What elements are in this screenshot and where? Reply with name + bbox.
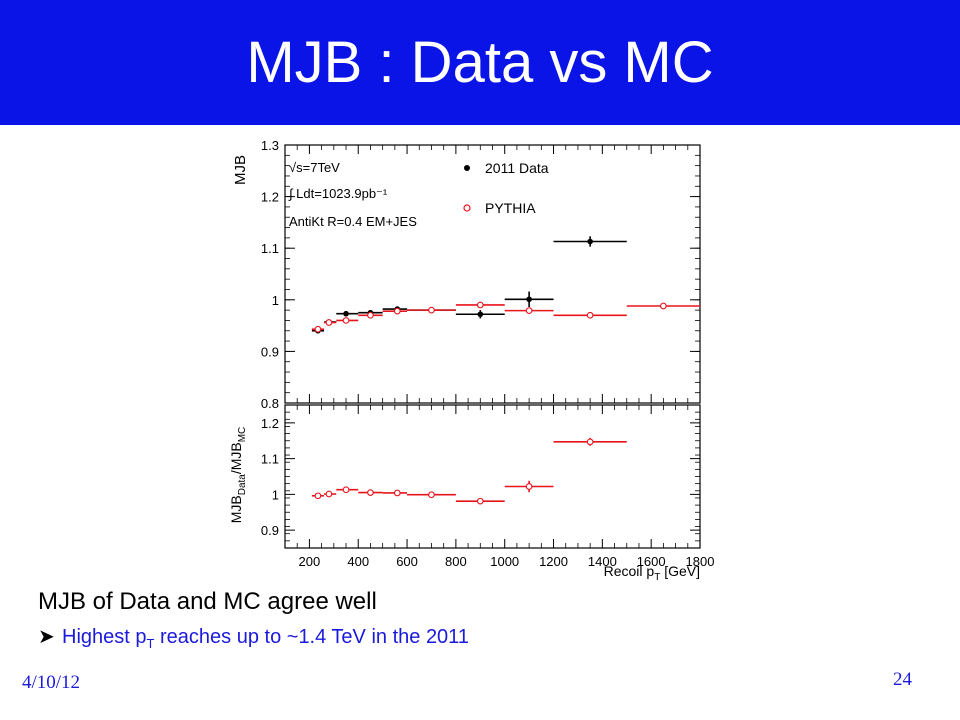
mc-point [393,489,401,497]
y-tick-label: 0.9 [261,344,279,359]
bottom-panel-frame [284,404,701,549]
bullet-text-sub: T [146,636,155,651]
legend-mc-marker [463,204,471,212]
annotation-luminosity: ∫ Ldt=1023.9pb⁻¹ [288,186,388,201]
mc-point [325,490,333,498]
x-tick-label: 600 [396,554,418,569]
mc-point [586,311,594,319]
annotation-sqrt-s: √s=7TeV [289,160,340,175]
mc-point [428,306,435,314]
x-tick-label: 1800 [686,554,715,569]
x-tick-label: 1000 [490,554,519,569]
slide-title: MJB : Data vs MC [246,30,714,95]
y-tick-label: 0.9 [261,523,279,538]
x-axis-label: Recoil pT [GeV] [604,563,700,580]
legend-entry-mc: PYTHIA [485,200,536,216]
mc-point [428,491,435,499]
data-point [526,296,532,303]
bullet-line: ➤ Highest pT reaches up to ~1.4 TeV in th… [38,624,469,651]
mc-point [393,307,401,315]
top-y-label: MJB [232,155,249,185]
footer-date: 4/10/12 [22,672,81,693]
legend-data-marker [464,165,470,171]
data-point [343,310,349,317]
y-tick-label: 1 [272,293,279,308]
x-tick-label: 200 [299,554,321,569]
x-tick-label: 1400 [588,554,617,569]
bottom-ticks: 200 400 600 800 1000 1200 1400 1600 1800 0.9 1 1.1 1… [261,404,715,569]
bottom-y-label: MJBData/MJBMC [228,427,248,524]
mc-point [476,497,484,505]
mc-point [586,438,594,446]
mc-point [314,492,322,500]
mc-point [525,307,533,314]
mc-point [314,325,322,333]
legend: 2011 Data PYTHIA [463,160,549,216]
arrow-bullet-icon: ➤ [38,626,55,648]
bottom-data-marks [311,437,627,505]
annotation-jet-algo: AntiKt R=0.4 EM+JES [289,214,417,229]
data-point [477,311,484,318]
mc-point [342,486,350,494]
y-tick-label: 1 [272,487,279,502]
mc-point [325,319,333,326]
y-tick-label: 1.1 [261,452,279,467]
mc-point [476,301,484,309]
y-tick-label: 1.1 [261,241,279,256]
x-tick-label: 800 [445,554,467,569]
y-tick-label: 0.8 [261,396,279,411]
x-tick-label: 1600 [637,554,666,569]
main-text: MJB of Data and MC agree well [38,588,377,615]
page-number: 24 [893,669,912,690]
top-data-marks [311,236,700,334]
x-tick-label: 400 [347,554,369,569]
y-tick-label: 1.2 [261,190,279,205]
y-tick-label: 1.2 [261,416,279,431]
mjb-plot: 0.8 0.9 1 1.1 1.2 1.3 200 400 600 800 1000 1200 140… [228,138,715,580]
bullet-text-suffix: reaches up to ~1.4 TeV in the 2011 [154,626,469,648]
title-bar [0,0,960,125]
mc-point [367,311,374,319]
y-tick-label: 1.3 [261,138,279,153]
data-point [587,238,593,245]
mc-point [660,302,667,310]
top-ticks: 0.8 0.9 1 1.1 1.2 1.3 [261,138,701,411]
legend-entry-data: 2011 Data [485,160,549,176]
mc-point [525,483,533,490]
x-tick-label: 1200 [539,554,568,569]
mc-point [367,489,374,496]
mc-point [342,317,350,324]
top-panel-frame [284,144,701,404]
bullet-text-prefix: Highest p [62,626,147,648]
